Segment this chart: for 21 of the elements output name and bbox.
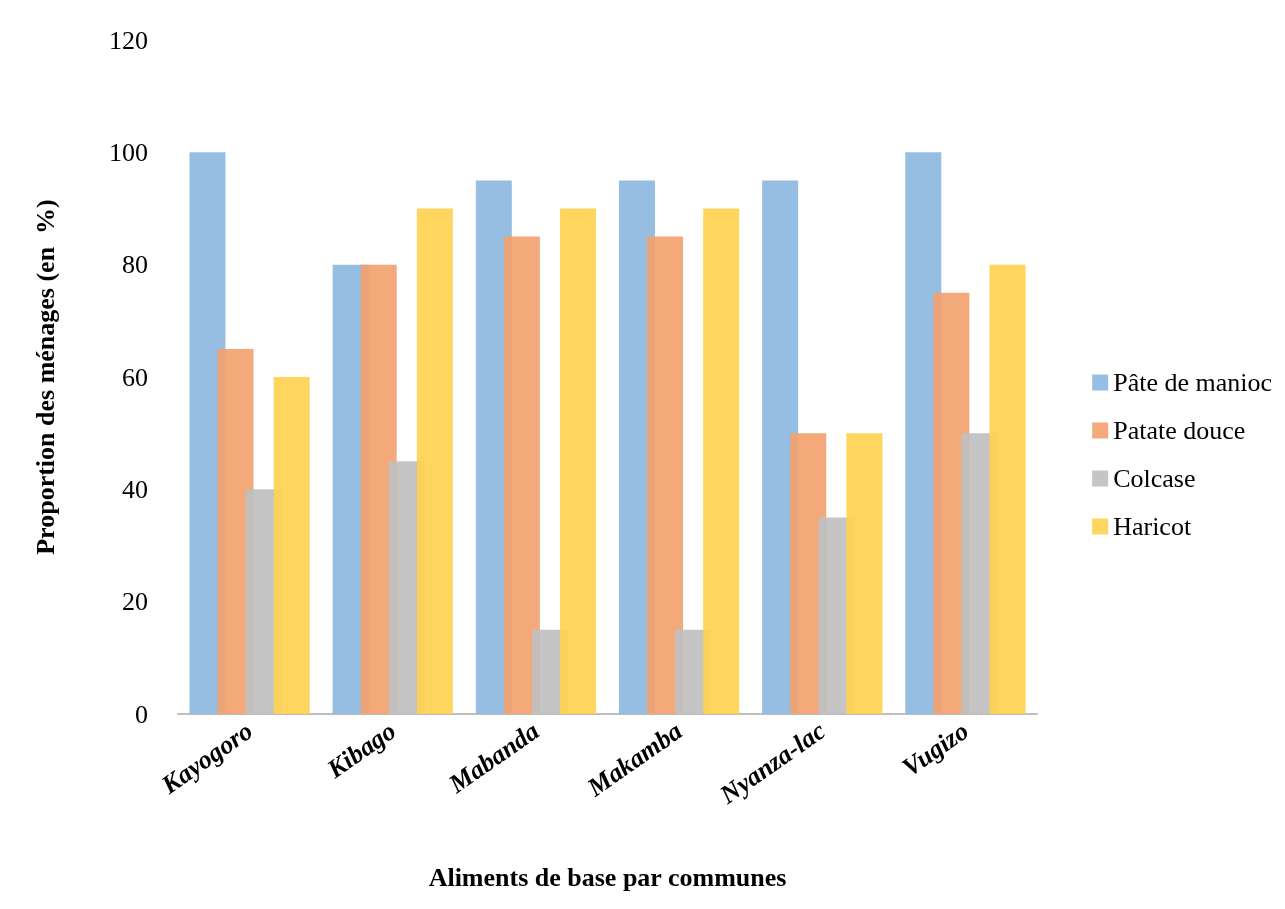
bar xyxy=(703,208,740,714)
y-tick-label: 0 xyxy=(135,699,148,729)
bar xyxy=(273,377,310,714)
bar xyxy=(416,208,453,714)
y-tick-label: 100 xyxy=(109,137,148,167)
y-tick-label: 40 xyxy=(122,474,148,504)
legend-label: Haricot xyxy=(1113,512,1192,541)
y-axis-title: Proportion des ménages (en %) xyxy=(30,199,60,555)
y-tick-label: 20 xyxy=(122,587,148,617)
y-tick-label: 60 xyxy=(122,362,148,392)
bar xyxy=(647,236,684,714)
legend-label: Pâte de manioc xyxy=(1113,368,1273,397)
y-tick-label: 120 xyxy=(109,25,148,55)
x-axis-title: Aliments de base par communes xyxy=(428,862,787,892)
legend-label: Patate douce xyxy=(1113,416,1246,445)
bar xyxy=(846,433,883,714)
y-tick-label: 80 xyxy=(122,250,148,280)
bar xyxy=(560,208,597,714)
bar xyxy=(503,236,540,714)
legend-label: Colcase xyxy=(1113,464,1196,493)
bar xyxy=(989,264,1026,714)
